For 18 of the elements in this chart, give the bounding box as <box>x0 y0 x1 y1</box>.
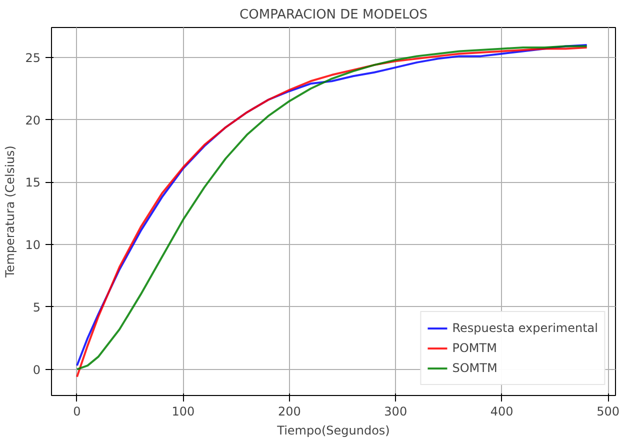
chart-title: COMPARACION DE MODELOS <box>240 8 428 22</box>
x-tick-label: 400 <box>490 404 514 418</box>
y-tick-label: 10 <box>25 238 41 252</box>
x-tick-label: 100 <box>172 404 195 418</box>
x-tick-label: 500 <box>596 404 620 418</box>
y-axis-title: Temperatura (Celsius) <box>3 146 18 278</box>
y-tick-label: 5 <box>32 300 41 314</box>
y-tick-label: 25 <box>25 50 41 65</box>
legend-label: Respuesta experimental <box>452 321 598 335</box>
x-tick-label: 0 <box>73 404 81 418</box>
legend-label: SOMTM <box>452 361 498 375</box>
x-tick-label: 300 <box>384 404 408 418</box>
legend-label: POMTM <box>452 341 497 355</box>
x-axis-title: Tiempo(Segundos) <box>276 424 390 438</box>
y-tick-label: 20 <box>25 113 41 128</box>
y-tick-label: 0 <box>32 362 41 377</box>
x-tick-label: 200 <box>278 404 301 418</box>
y-tick-label: 15 <box>25 176 41 190</box>
